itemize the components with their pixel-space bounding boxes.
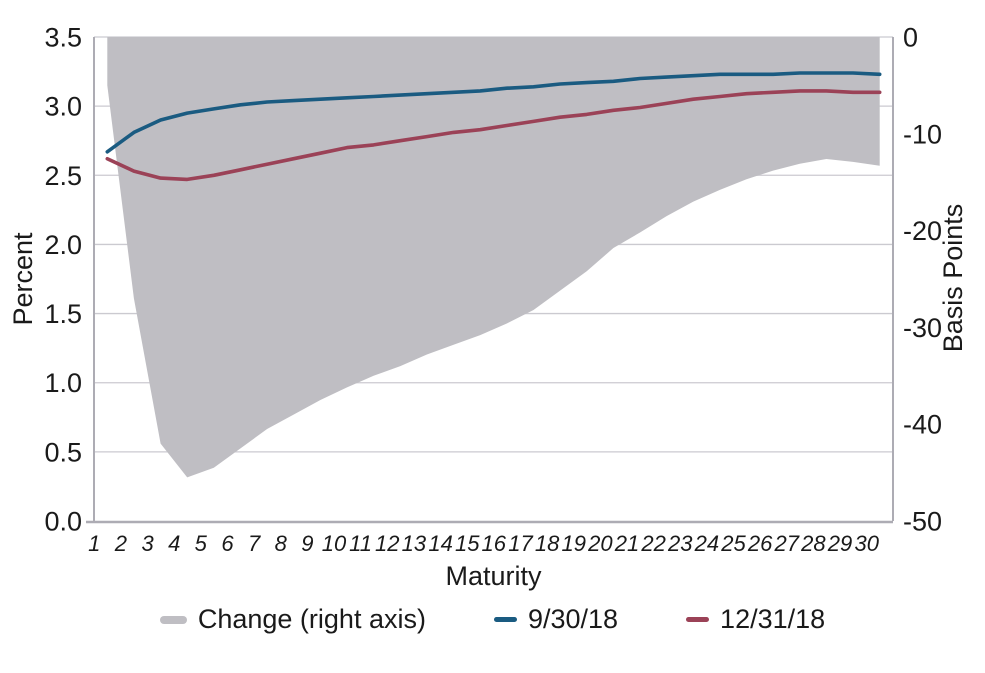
right-axis-tick-label: -30 <box>903 313 942 343</box>
legend-item-sep30: 9/30/18 <box>493 604 619 635</box>
change-area <box>107 37 880 478</box>
right-axis-tick-label: -50 <box>903 507 942 537</box>
left-axis-tick-label: 1.0 <box>44 368 82 398</box>
x-axis-tick-label: 10 <box>322 531 347 556</box>
series-line-9-30-18 <box>105 71 882 154</box>
right-axis-tick-label: -40 <box>903 410 942 440</box>
legend-item-change: Change (right axis) <box>159 604 426 635</box>
x-axis-tick-label: 28 <box>800 531 826 556</box>
legend-label-change: Change (right axis) <box>197 604 426 634</box>
x-axis-title: Maturity <box>445 561 542 591</box>
left-axis-tick-label: 3.0 <box>44 92 82 122</box>
x-axis-tick-label: 24 <box>694 531 719 556</box>
x-axis-tick-label: 23 <box>667 531 693 556</box>
x-axis-tick-label: 11 <box>349 531 372 556</box>
legend-item-dec31: 12/31/18 <box>686 604 825 635</box>
x-axis-tick-label: 27 <box>774 531 800 556</box>
x-axis-tick-label: 6 <box>221 531 234 556</box>
x-axis-tick-label: 16 <box>482 531 507 556</box>
x-axis-tick-label: 5 <box>195 531 208 556</box>
x-axis-tick-label: 30 <box>854 531 879 556</box>
chart-legend: Change (right axis) 9/30/18 12/31/18 <box>0 604 985 635</box>
left-axis-tick-label: 0.5 <box>44 437 82 467</box>
left-axis-tick-label: 2.5 <box>44 161 82 191</box>
x-axis-tick-label: 7 <box>248 531 261 556</box>
right-axis-tick-label: -20 <box>903 216 942 246</box>
x-axis-tick-label: 25 <box>720 531 746 556</box>
right-axis-tick-label: 0 <box>903 23 918 53</box>
x-axis-tick-label: 29 <box>827 531 852 556</box>
x-axis-tick-label: 17 <box>508 531 533 556</box>
legend-label-12-31-18: 12/31/18 <box>720 604 826 634</box>
series-line-12-31-18 <box>105 89 882 182</box>
line-swatch-9-30-18-icon <box>493 617 517 622</box>
left-axis-tick-label: 2.0 <box>44 230 82 260</box>
right-axis-title: Basis Points <box>938 204 968 353</box>
x-axis-tick-label: 3 <box>141 531 154 556</box>
left-axis-tick-label: 0.0 <box>44 507 82 537</box>
right-axis-tick-label: -10 <box>903 119 942 149</box>
x-axis-tick-label: 13 <box>402 531 427 556</box>
line-swatch-12-31-18-icon <box>686 617 710 622</box>
left-axis-tick-label: 3.5 <box>44 23 82 53</box>
x-axis-tick-label: 26 <box>747 531 773 556</box>
x-axis-tick-label: 9 <box>301 531 313 556</box>
x-axis-tick-label: 15 <box>455 531 480 556</box>
x-axis-tick-label: 14 <box>428 531 452 556</box>
x-axis-tick-label: 21 <box>614 531 639 556</box>
left-axis-tick-label: 1.5 <box>44 299 82 329</box>
x-axis-tick-label: 8 <box>275 531 288 556</box>
x-axis-tick-label: 18 <box>535 531 560 556</box>
x-axis-tick-label: 2 <box>114 531 127 556</box>
legend-label-9-30-18: 9/30/18 <box>527 604 619 634</box>
x-axis-tick-label: 22 <box>640 531 665 556</box>
left-axis-title: Percent <box>8 232 38 326</box>
change-area-swatch-icon <box>159 615 187 624</box>
x-axis-tick-label: 1 <box>88 531 100 556</box>
x-axis-tick-label: 20 <box>587 531 613 556</box>
x-axis-tick-label: 4 <box>168 531 180 556</box>
x-axis-tick-label: 12 <box>375 531 399 556</box>
yield-curve-chart-canvas: 3.5 3.0 2.5 2.0 1.5 1.0 0.5 0.0 0 -10 -20 -30 -40 -50… <box>8 23 968 592</box>
x-axis-tick-label: 19 <box>561 531 585 556</box>
